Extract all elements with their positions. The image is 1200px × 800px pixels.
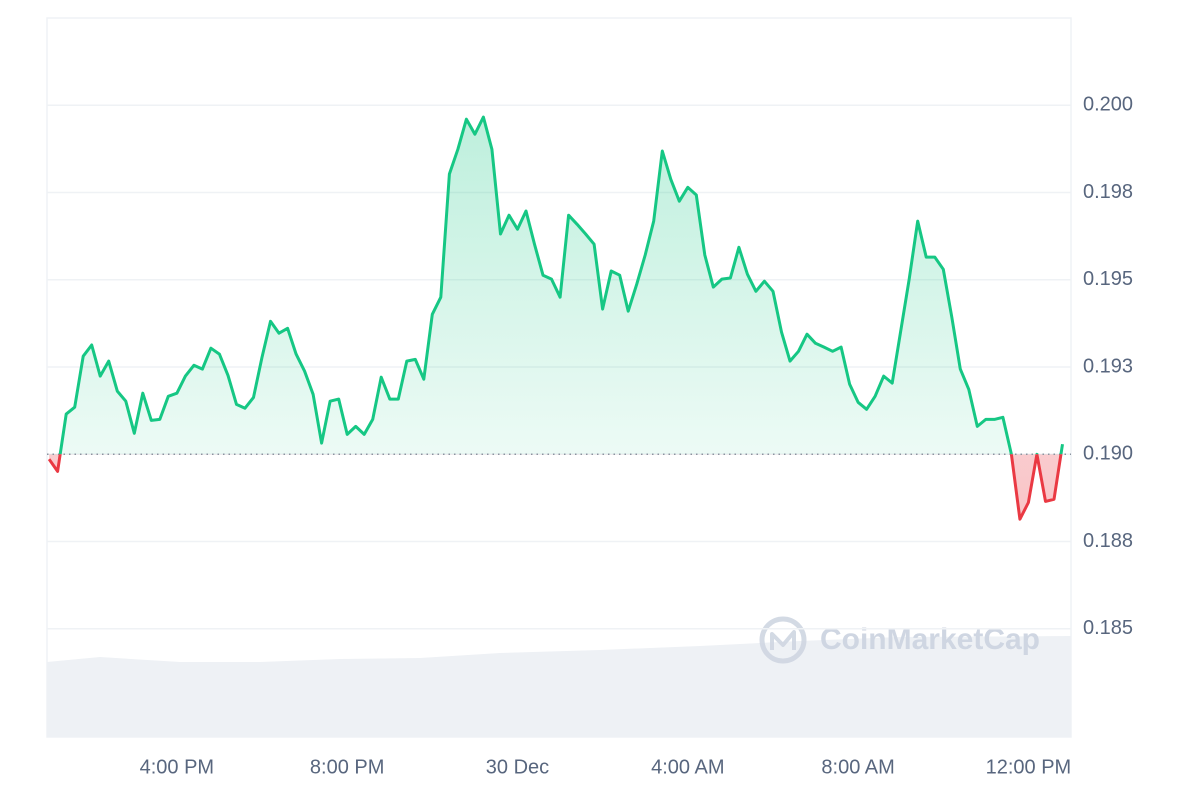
y-tick-label: 0.188 [1083,530,1133,552]
watermark-logo [759,616,807,664]
y-tick-label: 0.198 [1083,181,1133,203]
x-tick-label: 8:00 PM [310,756,384,778]
y-tick-label: 0.200 [1083,94,1133,116]
y-tick-label: 0.193 [1083,355,1133,377]
price-line-up [58,115,1064,455]
watermark: CoinMarketCap [820,623,1040,656]
volume-area [47,636,1071,737]
x-tick-label: 12:00 PM [986,756,1072,778]
y-tick-label: 0.190 [1083,443,1133,465]
y-tick-label: 0.195 [1083,268,1133,290]
x-tick-label: 4:00 AM [651,756,724,778]
x-tick-label: 8:00 AM [821,756,894,778]
y-tick-label: 0.185 [1083,617,1133,639]
x-tick-label: 4:00 PM [140,756,214,778]
area-up [49,117,1063,455]
x-tick-label: 30 Dec [486,756,549,778]
